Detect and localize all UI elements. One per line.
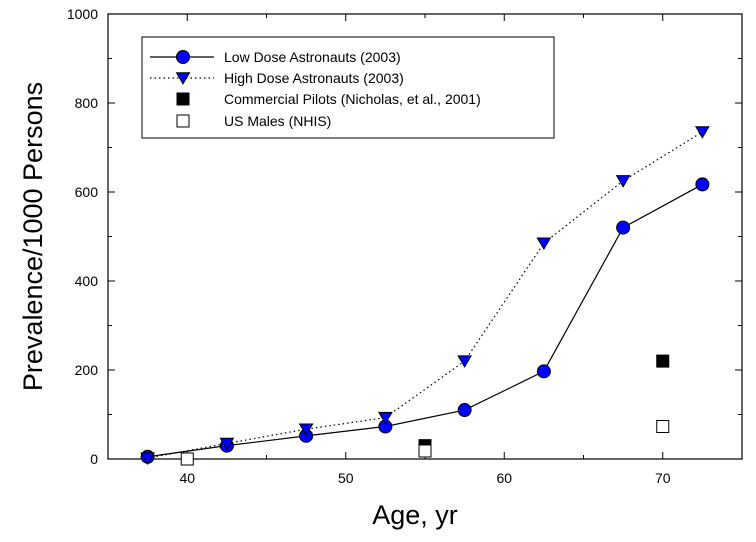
- y-tick-label: 0: [90, 451, 98, 467]
- legend-marker-3: [176, 92, 190, 106]
- x-tick-label: 60: [496, 470, 512, 486]
- legend-box: [141, 36, 555, 139]
- series-2-point: [536, 237, 552, 251]
- y-tick-label: 600: [75, 184, 99, 200]
- x-tick-label: 50: [338, 470, 354, 486]
- y-axis-label: Prevalence/1000 Persons: [18, 82, 48, 391]
- y-tick-label: 400: [75, 273, 99, 289]
- y-tick-label: 1000: [67, 6, 98, 22]
- legend-label-1: Low Dose Astronauts (2003): [224, 49, 401, 65]
- series-2-point: [219, 437, 235, 451]
- series-3-point: [656, 354, 670, 368]
- y-tick-label: 200: [75, 362, 99, 378]
- series-4-point: [656, 420, 670, 434]
- x-axis-label: Age, yr: [372, 500, 458, 530]
- x-tick-label: 70: [655, 470, 671, 486]
- legend-label-4: US Males (NHIS): [224, 113, 331, 129]
- series-2-point: [140, 452, 155, 465]
- series-2-point: [615, 175, 631, 188]
- series-1-point: [695, 177, 710, 192]
- x-tick-label: 40: [179, 470, 195, 486]
- legend-marker-4: [176, 114, 190, 128]
- series-1-point: [616, 220, 631, 235]
- legend-label-3: Commercial Pilots (Nicholas, et al., 200…: [224, 91, 481, 107]
- series-2-point: [298, 423, 314, 437]
- series-2-point: [457, 355, 472, 368]
- series-1-point: [536, 364, 551, 379]
- y-tick-label: 800: [75, 95, 99, 111]
- series-2-point: [378, 411, 393, 425]
- series-2-point: [695, 126, 710, 139]
- legend-marker-2: [175, 72, 191, 85]
- legend-label-2: High Dose Astronauts (2003): [224, 70, 404, 86]
- series-1-line: [147, 183, 703, 458]
- series-4-point: [418, 444, 432, 458]
- series-1-point: [457, 403, 472, 418]
- series-4-point: [180, 452, 194, 466]
- legend-marker-1: [176, 50, 190, 64]
